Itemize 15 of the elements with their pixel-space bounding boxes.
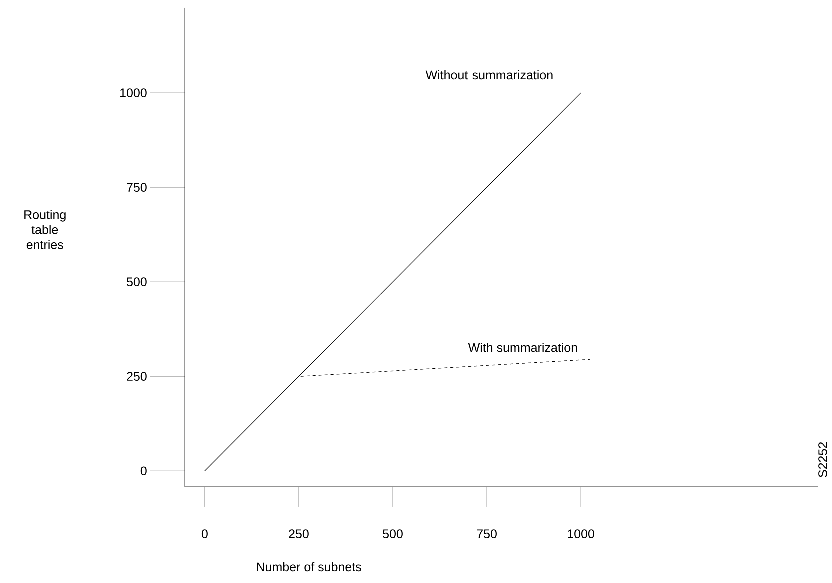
y-axis-title: Routing table entries: [24, 210, 66, 250]
series-label: With summarization: [468, 343, 578, 352]
x-tick-label: 750: [477, 530, 497, 538]
y-tick-label: 750: [127, 183, 147, 192]
x-tick-label: 0: [202, 530, 208, 538]
x-tick-label: 1000: [568, 530, 594, 538]
text: S2252: [818, 442, 828, 478]
x-tick-label: 250: [289, 530, 309, 538]
y-tick-label: 250: [127, 372, 147, 382]
x-axis-title: Number of subnets: [257, 562, 362, 572]
text: Without summarization: [426, 70, 553, 80]
y-tick-label: 500: [127, 278, 147, 287]
y-tick-label: 1000: [120, 88, 147, 98]
y-tick-label: 0: [140, 466, 147, 476]
x-tick-label: 500: [383, 530, 403, 538]
